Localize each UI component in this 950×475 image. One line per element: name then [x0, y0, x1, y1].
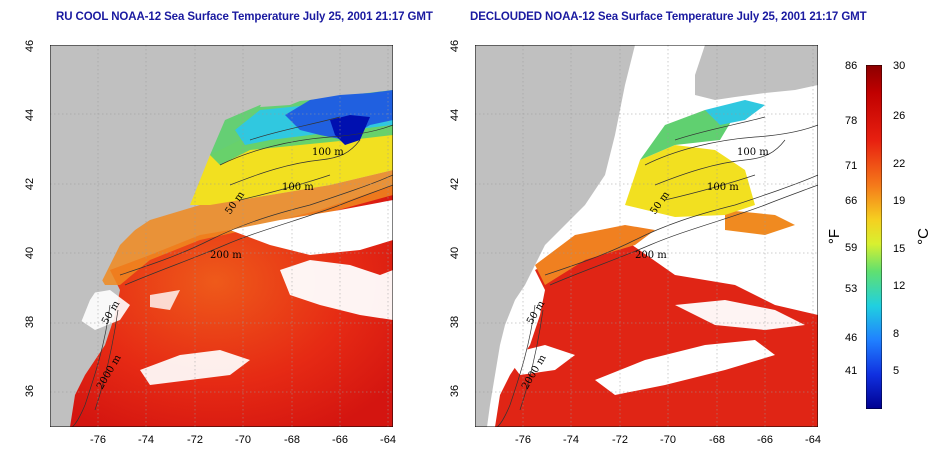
lon-tick-label: -74	[138, 434, 154, 446]
lat-tick-label: 42	[24, 177, 36, 191]
colorbar-c-tick: 30	[893, 60, 906, 72]
colorbar	[866, 65, 882, 409]
lat-tick-label: 40	[24, 246, 36, 260]
lon-tick-label: -74	[563, 434, 579, 446]
nova-scotia	[260, 45, 393, 107]
colorbar-f-tick: 41	[845, 365, 858, 377]
lat-tick-label: 36	[24, 384, 36, 398]
lat-tick-label: 42	[449, 177, 461, 191]
contour-label: 100 m	[707, 182, 739, 193]
contour-label: 100 m	[312, 147, 344, 158]
lon-tick-label: -72	[187, 434, 203, 446]
map-title-right: DECLOUDED NOAA-12 Sea Surface Temperatur…	[470, 11, 867, 23]
lat-tick-label: 38	[449, 315, 461, 329]
colorbar-c-tick: 22	[893, 158, 906, 170]
orange-band	[725, 210, 795, 235]
lon-tick-label: -70	[235, 434, 251, 446]
lon-tick-label: -66	[757, 434, 773, 446]
graticule	[50, 45, 393, 427]
yellow-band	[625, 145, 755, 217]
map-title-left: RU COOL NOAA-12 Sea Surface Temperature …	[56, 11, 433, 23]
colorbar-c-tick: 5	[893, 365, 900, 377]
colorbar-c-tick: 26	[893, 110, 906, 122]
cloud-patch	[140, 350, 250, 385]
orange-band	[535, 225, 655, 285]
lat-tick-label: 44	[449, 108, 461, 122]
cyan-band	[705, 100, 765, 125]
sst-map-raw: 100 m 100 m 50 m 200 m 50 m 2000 m	[50, 45, 393, 427]
lat-tick-label: 46	[449, 39, 461, 53]
east-coast-land	[475, 45, 635, 427]
lon-tick-label: -68	[709, 434, 725, 446]
lon-tick-label: -72	[612, 434, 628, 446]
fahrenheit-unit-label: °F	[826, 228, 844, 245]
colorbar-c-tick: 12	[893, 280, 906, 292]
orange-band	[90, 170, 393, 285]
colorbar-f-tick: 59	[845, 242, 858, 254]
lon-tick-label: -70	[660, 434, 676, 446]
warm-water	[495, 240, 818, 427]
lat-tick-label: 38	[24, 315, 36, 329]
graticule	[475, 45, 818, 427]
cloud-patch	[595, 340, 775, 395]
cloud-patch	[230, 200, 393, 255]
lon-tick-label: -76	[90, 434, 106, 446]
colorbar-c-tick: 8	[893, 328, 900, 340]
colorbar-f-tick: 66	[845, 195, 858, 207]
contour-label: 100 m	[737, 147, 769, 158]
colorbar-f-tick: 86	[845, 60, 858, 72]
cloud-patch	[675, 300, 805, 330]
colorbar-f-tick: 78	[845, 115, 858, 127]
colorbar-c-tick: 19	[893, 195, 906, 207]
colorbar-c-tick: 15	[893, 243, 906, 255]
lat-tick-label: 46	[24, 39, 36, 53]
celsius-unit-label: °C	[914, 228, 932, 245]
lon-tick-label: -66	[332, 434, 348, 446]
bathymetry-contours	[71, 116, 393, 427]
east-coast-land	[50, 45, 210, 427]
colorbar-f-tick: 71	[845, 160, 858, 172]
cold-water	[285, 90, 393, 140]
lon-tick-label: -76	[515, 434, 531, 446]
cloud-patch	[280, 260, 393, 320]
contour-label: 100 m	[282, 182, 314, 193]
contour-label: 200 m	[210, 250, 242, 261]
cloud-patch	[505, 345, 575, 375]
sst-map-declouded: 100 m 100 m 50 m 200 m 50 m 2000 m	[475, 45, 818, 427]
lat-tick-label: 36	[449, 384, 461, 398]
lat-tick-label: 40	[449, 246, 461, 260]
lon-tick-label: -64	[380, 434, 396, 446]
cloud-patch	[150, 290, 180, 310]
colorbar-f-tick: 53	[845, 283, 858, 295]
cloud-patch	[80, 290, 130, 330]
lat-tick-label: 44	[24, 108, 36, 122]
colorbar-f-tick: 46	[845, 332, 858, 344]
lon-tick-label: -64	[805, 434, 821, 446]
nova-scotia	[695, 45, 818, 100]
contour-label: 200 m	[635, 250, 667, 261]
lon-tick-label: -68	[284, 434, 300, 446]
bathymetry-contours	[496, 116, 818, 427]
green-band	[640, 110, 735, 160]
